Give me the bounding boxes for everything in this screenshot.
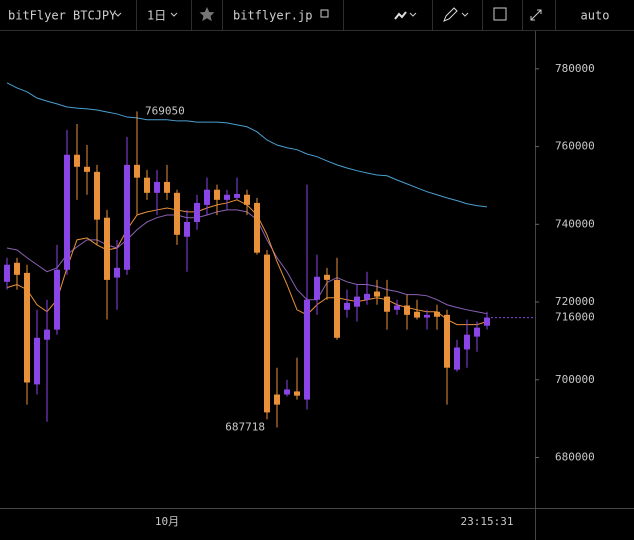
candle-body [224, 194, 230, 200]
candle-body [384, 296, 390, 312]
candle-body [4, 264, 10, 282]
moving-average [6, 82, 488, 208]
countdown: 23:15:31 [461, 515, 514, 528]
candle-body [254, 202, 260, 253]
candle-body [284, 389, 290, 395]
symbol-select[interactable]: bitFlyer BTCJPY [8, 9, 117, 23]
y-tick-label: 740000 [555, 217, 595, 230]
candle-body [94, 171, 100, 220]
indicator-button[interactable] [493, 7, 507, 21]
candle-body [174, 192, 180, 235]
candle-body [114, 267, 120, 278]
candle-body [444, 314, 450, 368]
candle-body [34, 337, 40, 385]
chart-type-button[interactable] [394, 11, 407, 20]
y-tick-label: 780000 [555, 62, 595, 75]
y-tick-label: 700000 [555, 373, 595, 386]
candle-body [204, 189, 210, 205]
candle-body [104, 217, 110, 280]
last-price-label: 716000 [555, 311, 595, 324]
dropdown-icon [170, 12, 178, 17]
candle-body [244, 194, 250, 205]
candle-body [184, 221, 190, 237]
moving-average [6, 209, 488, 315]
moving-average [6, 199, 488, 326]
candle-body [74, 154, 80, 167]
candle-body [14, 262, 20, 275]
toolbar-bg [0, 0, 634, 30]
candle-body [44, 329, 50, 340]
candle-body [274, 394, 280, 405]
candle-body [484, 317, 490, 326]
candle-body [124, 164, 130, 270]
candle-body [264, 254, 270, 413]
candle-body [24, 272, 30, 383]
x-tick-label: 10月 [155, 515, 179, 528]
candle-body [424, 314, 430, 318]
y-tick-label: 760000 [555, 140, 595, 153]
candle-body [434, 311, 440, 317]
candle-body [334, 279, 340, 338]
external-icon [320, 9, 329, 18]
candle-body [414, 311, 420, 318]
candle-body [324, 274, 330, 280]
candle-body [304, 299, 310, 400]
candle-body [234, 193, 240, 198]
candle-body [154, 181, 160, 193]
candle-body [344, 302, 350, 310]
candle-body [294, 391, 300, 396]
candle-body [464, 334, 470, 350]
draw-button[interactable] [443, 7, 458, 22]
candle-body [84, 166, 90, 172]
candle-body [134, 164, 140, 178]
candle-body [404, 305, 410, 315]
toolbar: bitFlyer BTCJPY 1日 bitflyer.jp auto [0, 0, 634, 31]
candle-body [214, 189, 220, 200]
candle-body [194, 202, 200, 222]
dropdown-icon [461, 12, 469, 17]
candle-body [64, 154, 70, 270]
dropdown-icon [409, 12, 417, 17]
high-label: 769050 [145, 104, 185, 117]
candle-body [454, 347, 460, 370]
candle-body [374, 291, 380, 297]
candle-body [164, 181, 170, 193]
interval-select[interactable]: 1日 [147, 9, 166, 23]
fullscreen-button[interactable] [530, 9, 542, 21]
favorite-button[interactable] [199, 7, 215, 22]
candle-body [474, 327, 480, 337]
candle-body [54, 269, 60, 330]
scale-mode[interactable]: auto [581, 9, 610, 23]
dropdown-icon [114, 12, 122, 17]
y-tick-label: 720000 [555, 295, 595, 308]
candle-body [144, 177, 150, 193]
candle-body [364, 293, 370, 300]
candle-body [354, 296, 360, 307]
candle-body [314, 276, 320, 300]
candle-body [394, 305, 400, 310]
y-tick-label: 680000 [555, 450, 595, 463]
source-link[interactable]: bitflyer.jp [233, 9, 312, 23]
low-label: 687718 [225, 420, 265, 433]
